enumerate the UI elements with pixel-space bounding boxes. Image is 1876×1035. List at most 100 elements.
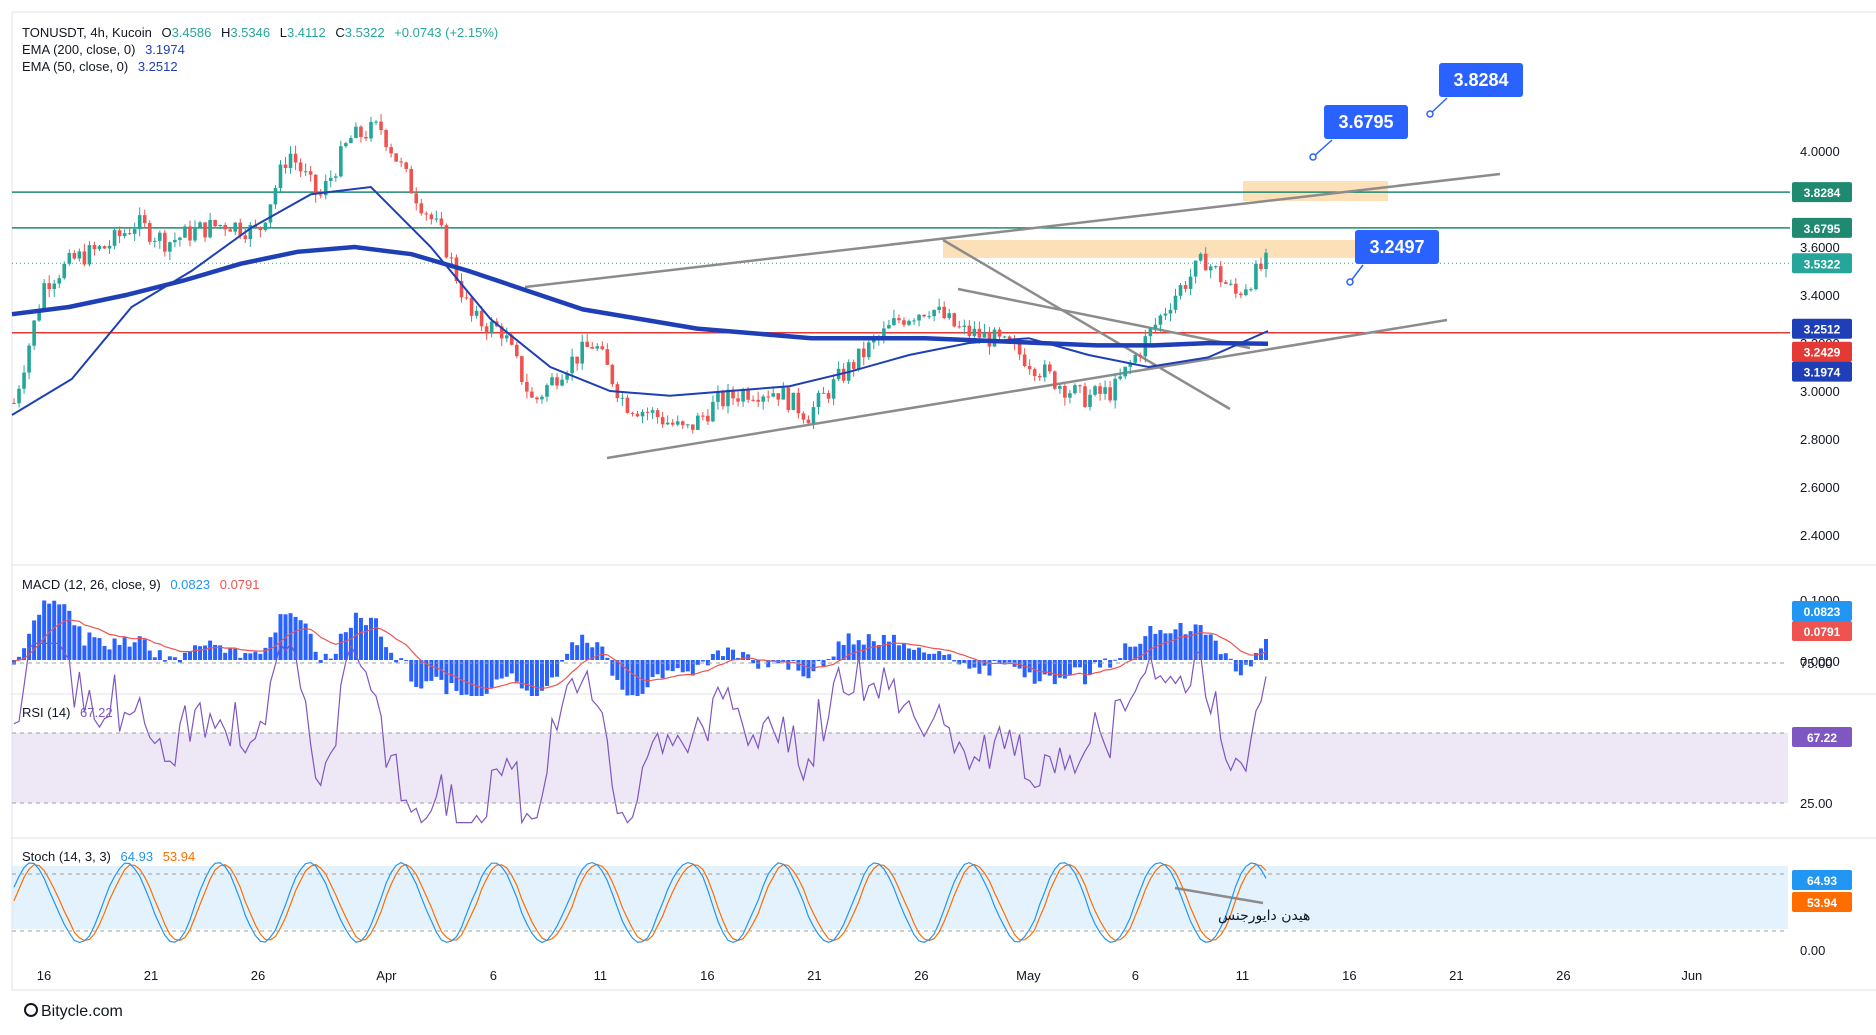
candle-body: [278, 164, 283, 189]
candle-body: [323, 181, 328, 196]
candle-body: [1163, 313, 1168, 316]
candle-body: [721, 392, 725, 407]
candle-body: [816, 392, 821, 408]
candle-body: [308, 171, 313, 175]
candle-body: [861, 348, 866, 358]
candle-body: [434, 218, 439, 220]
rsi-tick-label: 25.00: [1800, 796, 1833, 811]
channel-lower-trendline[interactable]: [606, 318, 1448, 460]
candle-body: [499, 326, 504, 339]
callout-3-8284[interactable]: [1439, 63, 1523, 97]
ema200-line[interactable]: [11, 244, 1269, 348]
candle-body: [67, 253, 72, 264]
candle-body: [489, 321, 494, 333]
candle-body: [555, 377, 559, 386]
flag-upper-trendline[interactable]: [942, 238, 1231, 411]
macd-histogram-bar: [328, 658, 333, 660]
macd-histogram-bar: [514, 660, 519, 682]
candle-body: [1234, 283, 1238, 294]
macd-histogram-bar: [333, 653, 338, 660]
macd-histogram-bar: [1007, 660, 1012, 663]
macd-histogram-bar: [253, 651, 258, 660]
macd-histogram-bar: [459, 660, 464, 696]
macd-histogram-bar: [997, 660, 1002, 664]
candle-body: [675, 421, 680, 425]
candle-body: [1259, 263, 1263, 270]
candle-body: [972, 328, 977, 337]
candle-body: [711, 401, 715, 422]
stoch-legend[interactable]: Stoch (14, 3, 3) 64.93 53.94: [22, 849, 195, 864]
candle-body: [897, 318, 901, 321]
candle-body: [1073, 385, 1077, 394]
ema50-value: 3.2512: [137, 59, 178, 74]
macd-histogram-bar: [675, 660, 680, 669]
macd-legend[interactable]: MACD (12, 26, close, 9) 0.0823 0.0791: [22, 577, 260, 592]
macd-histogram-bar: [1108, 660, 1113, 668]
macd-histogram-bar: [399, 658, 404, 660]
macd-histogram-bar: [901, 643, 906, 660]
callout-3-2497[interactable]: [1355, 230, 1439, 264]
macd-histogram-bar: [1203, 634, 1208, 660]
tag-macd-signal-text: 0.0791: [1804, 625, 1841, 639]
candle-body: [1244, 289, 1248, 296]
macd-histogram-bar: [1243, 660, 1248, 665]
macd-histogram-bar: [454, 660, 459, 691]
divergence-trendline[interactable]: [1174, 886, 1264, 905]
stoch-d-value: 53.94: [162, 849, 196, 864]
rsi-legend[interactable]: RSI (14) 67.22: [22, 705, 113, 720]
macd-histogram-bar: [1198, 625, 1203, 660]
ema50-line[interactable]: [11, 185, 1269, 416]
candle-body: [1138, 354, 1143, 357]
candle-body: [1032, 369, 1037, 376]
candle-body: [957, 326, 962, 328]
stoch-band: [12, 866, 1788, 929]
candle-body: [369, 121, 373, 139]
macd-histogram-bar: [766, 660, 771, 668]
candle-body: [424, 213, 429, 215]
macd-histogram-bar: [856, 640, 861, 660]
macd-histogram-bar: [77, 626, 82, 660]
candle-body: [982, 332, 987, 338]
macd-histogram-bar: [846, 633, 851, 660]
candle-body: [233, 222, 238, 232]
candle-body: [826, 393, 831, 399]
candle-body: [218, 225, 222, 227]
callout-3-8284-pointer: [1429, 97, 1448, 115]
candle-body: [892, 318, 896, 326]
price-tick-label: 3.6000: [1800, 240, 1840, 255]
macd-histogram-bar: [318, 660, 323, 663]
macd-histogram-bar: [1077, 660, 1082, 668]
candle-body: [751, 399, 755, 401]
candle-body: [1193, 260, 1198, 277]
candle-body: [786, 387, 791, 410]
callout-3-6795[interactable]: [1324, 105, 1408, 139]
macd-signal-line: [13, 619, 1267, 690]
open-value: 3.4586: [171, 25, 212, 40]
macd-histogram-bar: [796, 660, 801, 671]
candle-body: [127, 233, 132, 235]
ema200-legend[interactable]: EMA (200, close, 0) 3.1974: [22, 41, 498, 58]
candle-body: [912, 320, 916, 322]
tag-macd-text: 0.0823: [1804, 605, 1841, 619]
candle-body: [22, 372, 26, 389]
candle-body: [766, 396, 771, 398]
macd-histogram-bar: [1264, 638, 1268, 660]
candle-body: [509, 335, 514, 345]
channel-upper-trendline[interactable]: [524, 172, 1501, 289]
rsi-value: 67.22: [80, 705, 113, 720]
flag-lower-trendline[interactable]: [957, 287, 1251, 350]
macd-histogram-bar: [358, 617, 363, 660]
candle-body: [328, 177, 333, 182]
macd-histogram-bar: [1133, 646, 1138, 660]
candle-body: [535, 397, 539, 400]
rsi-line[interactable]: [13, 641, 1267, 825]
candle-body: [690, 424, 695, 430]
candle-body: [811, 407, 816, 424]
candle-body: [781, 387, 786, 400]
candle-body: [670, 422, 675, 425]
ema50-legend[interactable]: EMA (50, close, 0) 3.2512: [22, 58, 498, 75]
stoch-k-line[interactable]: [13, 861, 1267, 944]
candle-body: [178, 237, 182, 240]
candle-body: [575, 356, 579, 364]
